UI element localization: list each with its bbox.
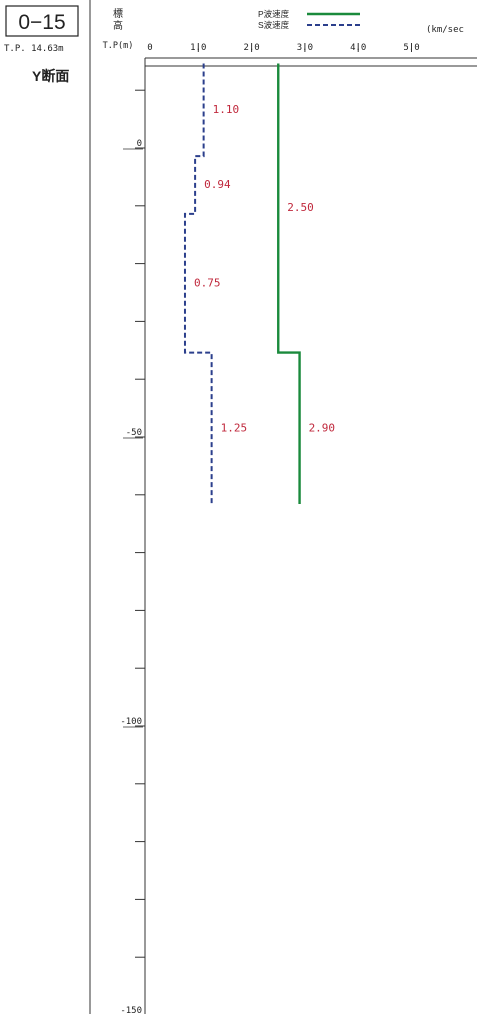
elevation-unit: T.P(m) (103, 41, 134, 51)
elevation-header-char-2: 高 (113, 19, 123, 32)
s-wave-value-label: 1.25 (221, 421, 248, 434)
x-axis-ticks: 0 1.0 2.0 3.0 4.0 5.0 (147, 43, 420, 53)
y-axis: 0 -50 -100 -150 (120, 58, 146, 1014)
p-wave-value-label: 2.90 (309, 421, 336, 434)
unit-label: (km/sec (426, 25, 464, 35)
y-tick-label: -50 (126, 428, 142, 438)
y-tick-label: -100 (120, 717, 142, 727)
s-wave-value-label: 0.75 (194, 276, 221, 289)
s-wave-line (183, 63, 213, 505)
borehole-id-box (5, 5, 79, 37)
s-wave-value-label: 0.94 (204, 178, 231, 191)
elevation-header-char-1: 標 (113, 7, 123, 20)
y-tick-label: -150 (120, 1006, 142, 1014)
y-tick-label: 0 (137, 139, 142, 149)
p-wave-line (277, 63, 301, 505)
borehole-id: 0−15 (18, 11, 65, 34)
s-wave-value-label: 1.10 (213, 103, 240, 116)
p-wave-value-label: 2.50 (287, 201, 314, 214)
legend-p-label: P波速度 (258, 9, 290, 19)
section-label: Y断面 (32, 68, 69, 84)
legend-s-label: S波速度 (258, 20, 290, 30)
x-tick-label: 0 (147, 43, 152, 53)
series-layer: 2.50 2.90 1.10 0.94 0.75 1.25 (183, 63, 336, 505)
ground-elevation: T.P. 14.63m (4, 44, 64, 54)
